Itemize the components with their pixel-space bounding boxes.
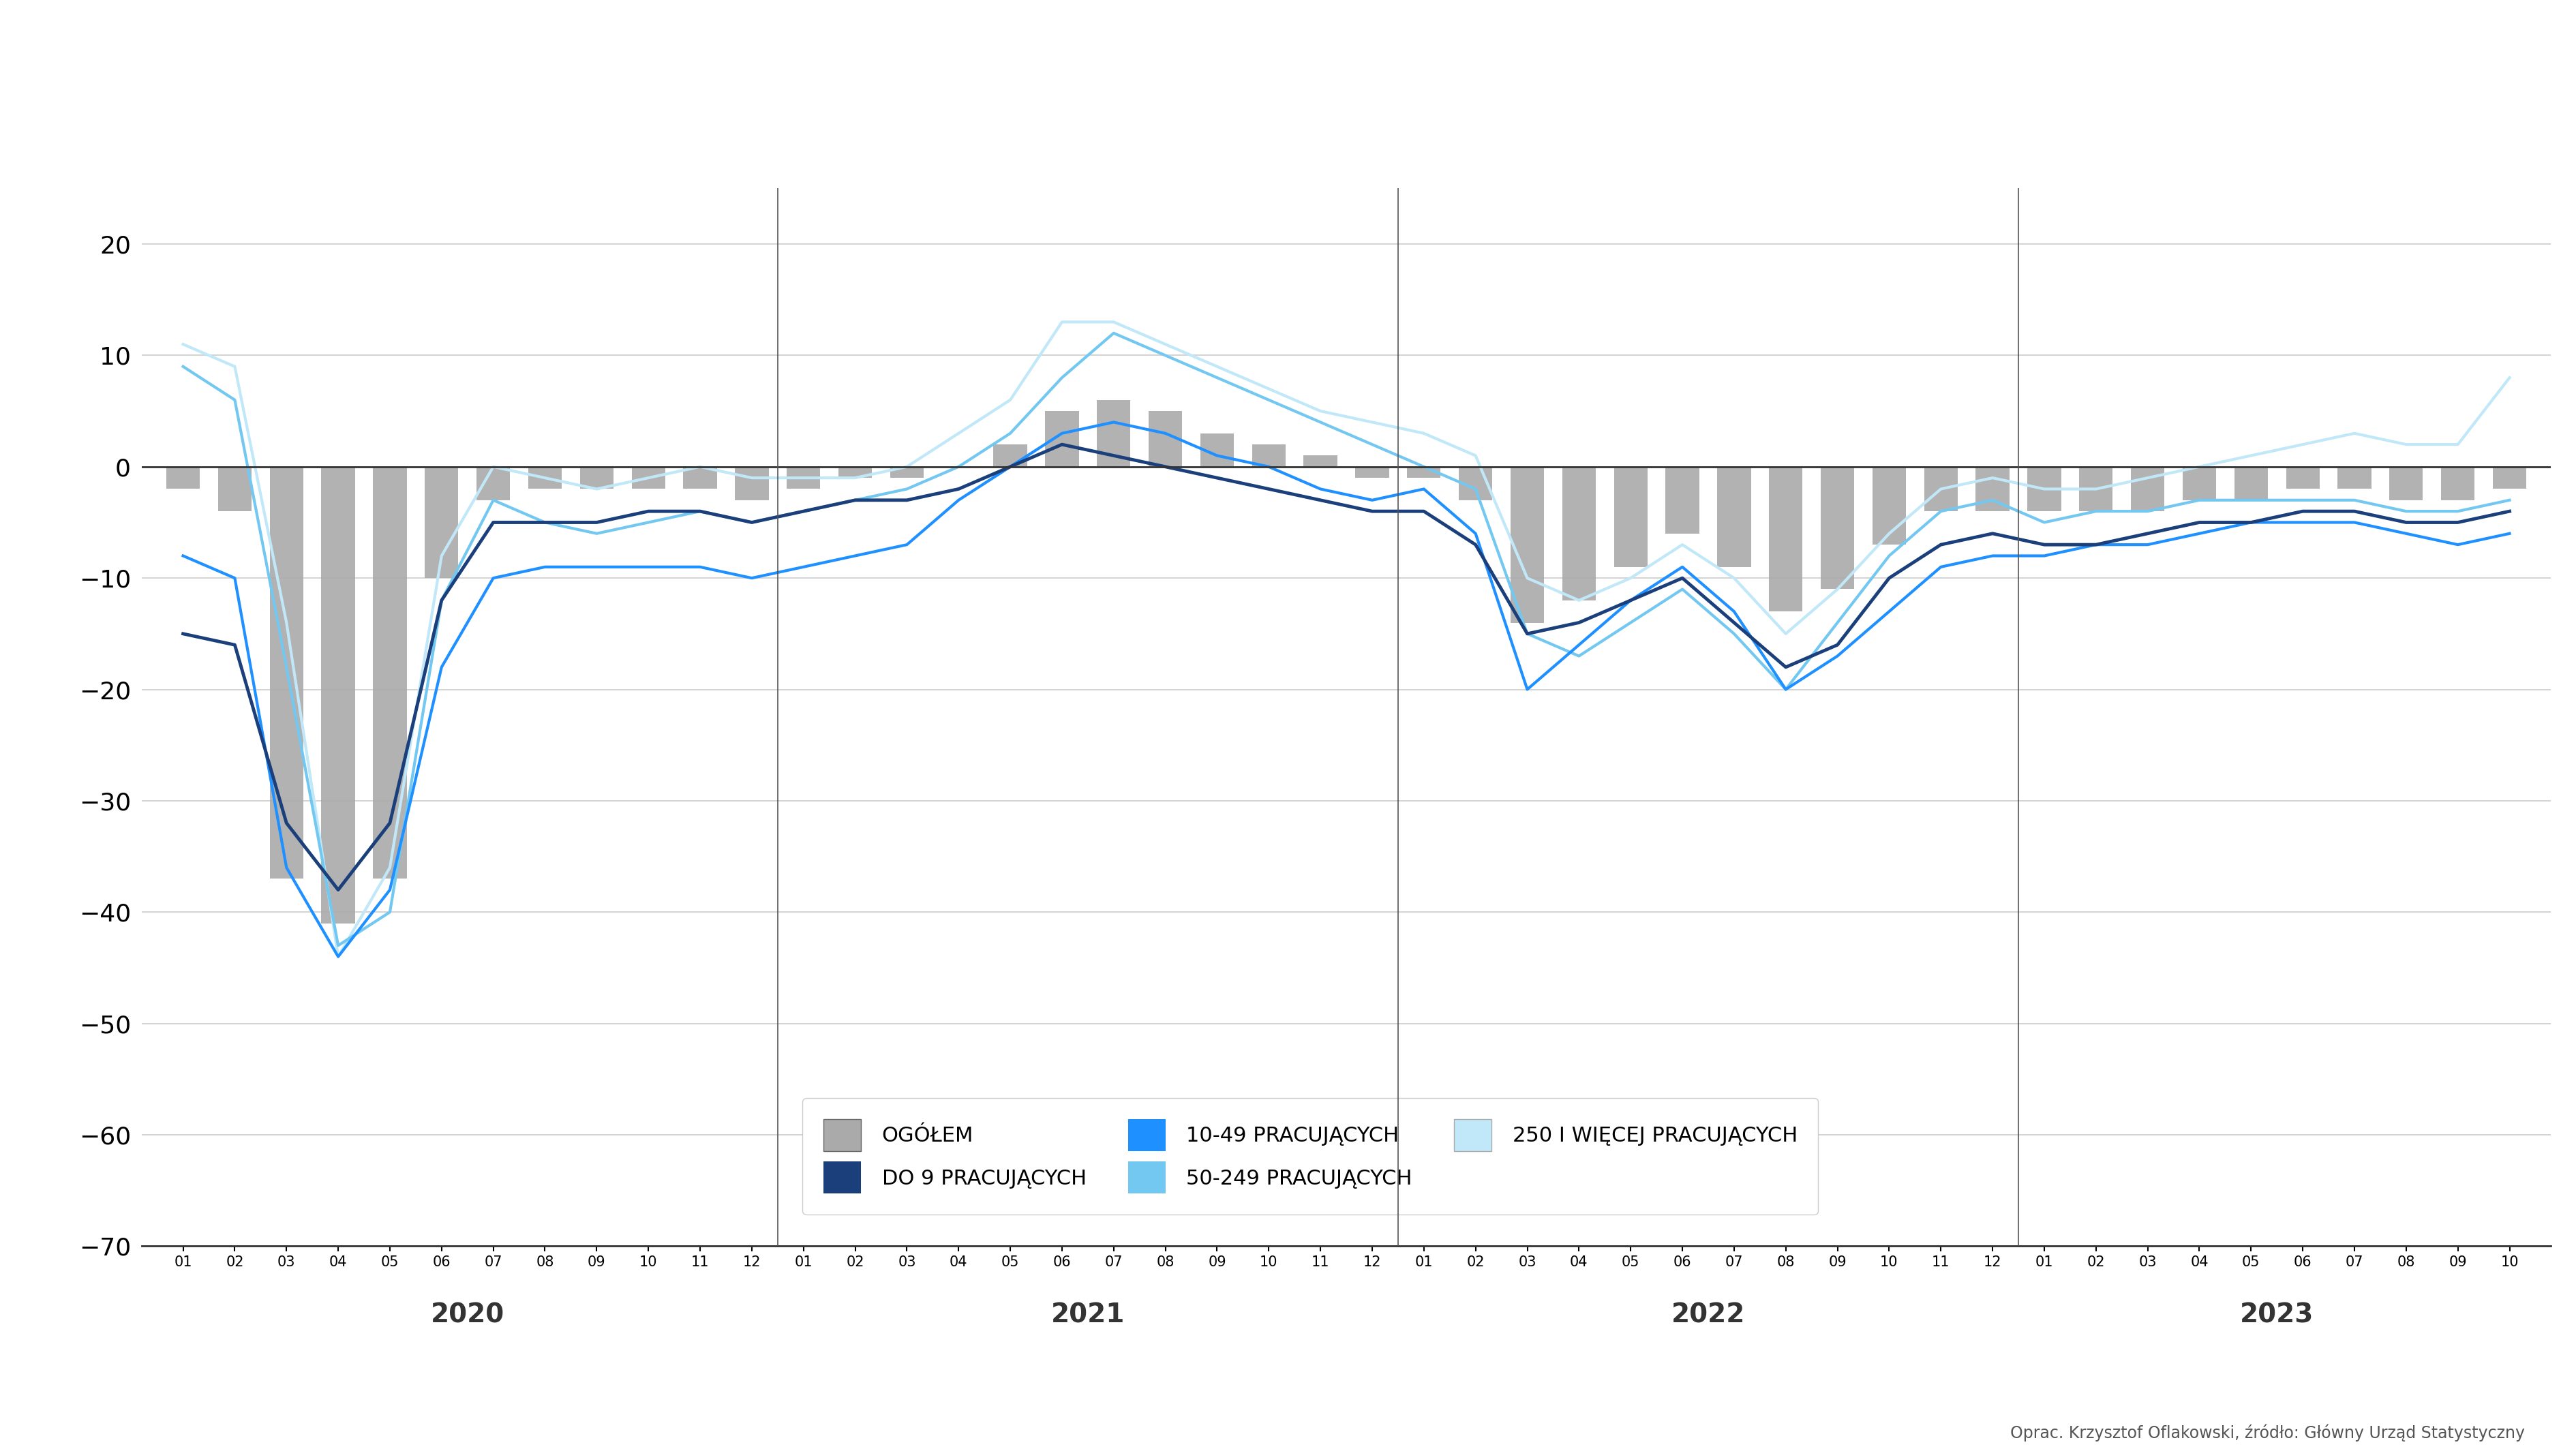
Bar (528, 467, 562, 488)
Bar (1716, 467, 1752, 567)
Bar (1149, 412, 1182, 467)
Bar (1924, 467, 1958, 511)
Bar (425, 467, 459, 578)
Bar (2388, 467, 2421, 500)
Bar (167, 467, 201, 488)
Text: 2021: 2021 (1051, 1301, 1126, 1327)
Bar (270, 467, 304, 878)
Bar (1458, 467, 1492, 500)
Bar (1200, 433, 1234, 467)
Bar (477, 467, 510, 500)
Text: WSKAŹNIKI OGÓLNEGO KLIMATU KONIUNKTURY W TRANSPORCIE I GOSPODARCE MAGAZYNOWEJ: WSKAŹNIKI OGÓLNEGO KLIMATU KONIUNKTURY W… (204, 64, 2372, 110)
Bar (1770, 467, 1803, 611)
Bar (1613, 467, 1646, 567)
Bar (2336, 467, 2370, 488)
Bar (1873, 467, 1906, 545)
Bar (1561, 467, 1595, 600)
Bar (1664, 467, 1698, 533)
Bar (734, 467, 768, 500)
Bar (1303, 455, 1337, 467)
Bar (2182, 467, 2215, 500)
Bar (219, 467, 252, 511)
Bar (1976, 467, 2009, 511)
Text: Oprac. Krzysztof Oflakowski, źródło: Główny Urząd Statystyczny: Oprac. Krzysztof Oflakowski, źródło: Głó… (2009, 1424, 2524, 1442)
Legend: OGÓŁEM, DO 9 PRACUJĄCYCH, 10-49 PRACUJĄCYCH, 50-249 PRACUJĄCYCH, 250 I WIĘCEJ PR: OGÓŁEM, DO 9 PRACUJĄCYCH, 10-49 PRACUJĄC… (801, 1098, 1819, 1214)
Bar (786, 467, 819, 488)
Text: 2023: 2023 (2239, 1301, 2313, 1327)
Bar (2130, 467, 2164, 511)
Bar (1821, 467, 1855, 590)
Bar (889, 467, 922, 478)
Bar (1355, 467, 1388, 478)
Bar (322, 467, 355, 923)
Bar (1046, 412, 1079, 467)
Bar (1097, 400, 1131, 467)
Bar (994, 445, 1028, 467)
Bar (1252, 445, 1285, 467)
Bar (837, 467, 871, 478)
Bar (631, 467, 665, 488)
Bar (374, 467, 407, 878)
Bar (580, 467, 613, 488)
Bar (2491, 467, 2524, 488)
Bar (683, 467, 716, 488)
Bar (2079, 467, 2112, 511)
Bar (2439, 467, 2473, 500)
Bar (2027, 467, 2061, 511)
Bar (2285, 467, 2318, 488)
Bar (1510, 467, 1543, 623)
Text: 2020: 2020 (430, 1301, 505, 1327)
Bar (2233, 467, 2267, 500)
Text: 2022: 2022 (1672, 1301, 1744, 1327)
Bar (1406, 467, 1440, 478)
